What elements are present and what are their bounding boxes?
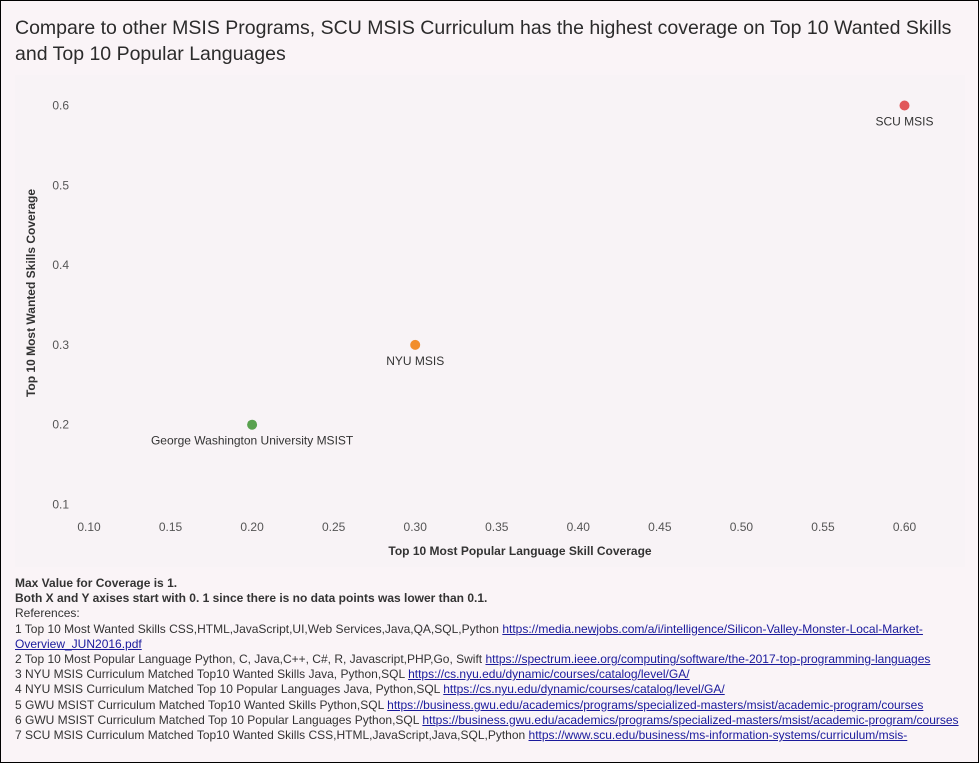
- reference-item: 7 SCU MSIS Curriculum Matched Top10 Want…: [15, 728, 970, 743]
- reference-item: 6 GWU MSIST Curriculum Matched Top 10 Po…: [15, 713, 970, 728]
- reference-link[interactable]: https://spectrum.ieee.org/computing/soft…: [485, 652, 931, 667]
- references-list: 1 Top 10 Most Wanted Skills CSS,HTML,Jav…: [15, 622, 970, 744]
- notes-section: Max Value for Coverage is 1. Both X and …: [15, 576, 970, 743]
- x-axis-title: Top 10 Most Popular Language Skill Cover…: [388, 544, 651, 558]
- reference-item: 3 NYU MSIS Curriculum Matched Top10 Want…: [15, 667, 970, 682]
- x-tick-label: 0.40: [567, 520, 591, 534]
- x-tick-label: 0.60: [893, 520, 917, 534]
- x-tick-label: 0.25: [322, 520, 346, 534]
- reference-text: 2 Top 10 Most Popular Language Python, C…: [15, 652, 486, 667]
- data-point[interactable]: [247, 419, 258, 430]
- chart-title: Compare to other MSIS Programs, SCU MSIS…: [15, 17, 952, 65]
- x-tick-label: 0.10: [77, 520, 101, 534]
- references-title: References:: [15, 606, 80, 621]
- y-tick-label: 0.1: [52, 498, 69, 512]
- data-point[interactable]: [410, 339, 421, 350]
- y-axis-ticks: 0.1 0.2 0.3 0.4 0.5 0.6: [52, 99, 69, 512]
- reference-text: 5 GWU MSIST Curriculum Matched Top10 Wan…: [15, 697, 388, 712]
- x-tick-label: 0.20: [240, 520, 264, 534]
- y-tick-label: 0.3: [52, 338, 69, 352]
- reference-text: 1 Top 10 Most Wanted Skills CSS,HTML,Jav…: [15, 621, 503, 636]
- x-tick-label: 0.45: [648, 520, 672, 534]
- point-label: SCU MSIS: [875, 115, 933, 129]
- data-points: George Washington University MSIST NYU MS…: [151, 100, 934, 448]
- y-tick-label: 0.2: [52, 418, 69, 432]
- y-tick-label: 0.5: [52, 178, 69, 192]
- chart-panel: Top 10 Most Wanted Skills Coverage Top 1…: [15, 75, 965, 567]
- x-tick-label: 0.30: [404, 520, 428, 534]
- point-label: George Washington University MSIST: [151, 434, 354, 448]
- reference-link[interactable]: https://cs.nyu.edu/dynamic/courses/catal…: [408, 667, 690, 682]
- reference-link[interactable]: https://business.gwu.edu/academics/progr…: [387, 697, 924, 712]
- x-axis-ticks: 0.10 0.15 0.20 0.25 0.30 0.35 0.40 0.45 0.50 0.55…: [77, 520, 916, 534]
- y-tick-label: 0.6: [52, 99, 69, 113]
- reference-text: 7 SCU MSIS Curriculum Matched Top10 Want…: [15, 728, 529, 743]
- point-label: NYU MSIS: [386, 354, 444, 368]
- x-tick-label: 0.35: [485, 520, 509, 534]
- x-tick-label: 0.55: [811, 520, 835, 534]
- reference-text: 3 NYU MSIS Curriculum Matched Top10 Want…: [15, 667, 409, 682]
- y-axis-title: Top 10 Most Wanted Skills Coverage: [24, 189, 38, 397]
- reference-item: 4 NYU MSIS Curriculum Matched Top 10 Pop…: [15, 682, 970, 697]
- reference-item: 5 GWU MSIST Curriculum Matched Top10 Wan…: [15, 698, 970, 713]
- y-tick-label: 0.4: [52, 258, 69, 272]
- x-tick-label: 0.50: [730, 520, 754, 534]
- axis-start-note: Both X and Y axises start with 0. 1 sinc…: [15, 591, 488, 606]
- max-value-note: Max Value for Coverage is 1.: [15, 576, 178, 590]
- scatter-plot: Top 10 Most Wanted Skills Coverage Top 1…: [24, 99, 934, 559]
- data-point[interactable]: [899, 100, 910, 111]
- reference-item: 1 Top 10 Most Wanted Skills CSS,HTML,Jav…: [15, 622, 970, 652]
- x-tick-label: 0.15: [159, 520, 183, 534]
- reference-item: 2 Top 10 Most Popular Language Python, C…: [15, 652, 970, 667]
- reference-link[interactable]: https://www.scu.edu/business/ms-informat…: [528, 728, 908, 743]
- reference-link[interactable]: https://business.gwu.edu/academics/progr…: [422, 712, 959, 727]
- reference-text: 6 GWU MSIST Curriculum Matched Top 10 Po…: [15, 712, 423, 727]
- reference-link[interactable]: https://media.newjobs.com/a/i/intelligen…: [15, 621, 923, 651]
- reference-text: 4 NYU MSIS Curriculum Matched Top 10 Pop…: [15, 682, 444, 697]
- reference-link[interactable]: https://cs.nyu.edu/dynamic/courses/catal…: [443, 682, 725, 697]
